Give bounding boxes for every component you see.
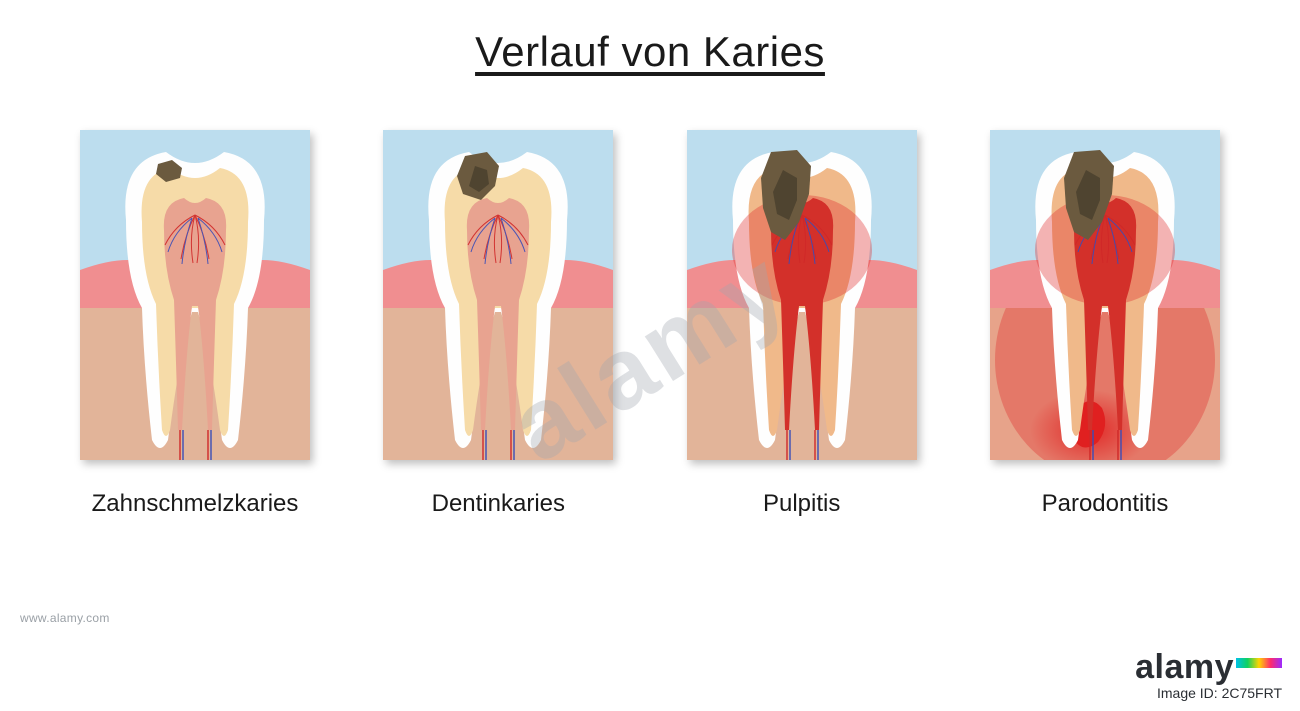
stage-caption: Parodontitis xyxy=(1042,490,1169,518)
watermark-brand: alamy xyxy=(1135,648,1234,686)
watermark-swash-icon xyxy=(1236,658,1282,668)
stage-parodontitis: Parodontitis xyxy=(980,130,1230,518)
watermark-site: www.alamy.com xyxy=(20,611,110,625)
tooth-diagram xyxy=(990,130,1220,460)
watermark-corner: alamy Image ID: 2C75FRT xyxy=(1135,648,1282,701)
stage-pulpitis: Pulpitis xyxy=(677,130,927,518)
tooth-diagram xyxy=(383,130,613,460)
stage-dentin: Dentinkaries xyxy=(373,130,623,518)
stage-caption: Dentinkaries xyxy=(432,490,565,518)
stage-caption: Zahnschmelzkaries xyxy=(92,490,299,518)
stage-panels: Zahnschmelzkaries xyxy=(70,130,1230,518)
watermark-code: Image ID: 2C75FRT xyxy=(1135,685,1282,701)
page-title: Verlauf von Karies xyxy=(0,28,1300,76)
stage-enamel: Zahnschmelzkaries xyxy=(70,130,320,518)
tooth-diagram xyxy=(80,130,310,460)
tooth-diagram xyxy=(687,130,917,460)
stage-caption: Pulpitis xyxy=(763,490,840,518)
